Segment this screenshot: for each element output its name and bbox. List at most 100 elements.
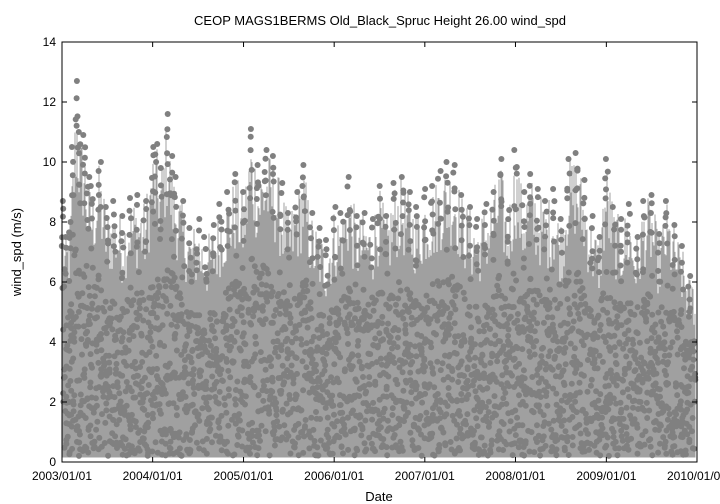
data-peak [171, 174, 180, 260]
data-peak [443, 159, 452, 253]
data-peak [572, 150, 581, 227]
data-peak [68, 144, 77, 238]
data-peak [314, 225, 324, 298]
data-peak [617, 216, 625, 285]
data-peak [186, 225, 195, 285]
data-peak [526, 171, 534, 247]
data-peak [511, 147, 520, 213]
data-peak [359, 210, 368, 293]
data-peak [157, 165, 165, 242]
data-peak [337, 210, 347, 277]
data-peak [519, 189, 528, 271]
chart-title: CEOP MAGS1BERMS Old_Black_Spruc Height 2… [194, 13, 566, 28]
y-axis-label: wind_spd (m/s) [9, 208, 24, 297]
data-peak [61, 234, 70, 329]
data-peak [110, 198, 119, 255]
data-peak [473, 216, 482, 274]
data-peak [352, 213, 361, 306]
data-peak [639, 198, 648, 276]
data-peak [253, 162, 262, 227]
data-peak [167, 153, 176, 243]
data-peak [269, 153, 277, 221]
data-peak [151, 141, 161, 227]
x-tick-label: 2004/01/01 [123, 469, 183, 483]
data-peak [95, 159, 104, 213]
x-tick-label: 2008/01/01 [485, 469, 545, 483]
data-peak [126, 195, 134, 291]
data-peak [556, 216, 565, 288]
data-peak [398, 174, 407, 238]
x-tick-label: 2009/01/01 [576, 469, 636, 483]
data-peak [178, 198, 188, 281]
data-peak [261, 147, 270, 199]
y-tick-label: 2 [49, 395, 56, 409]
data-peak [624, 201, 633, 266]
plot-frame [61, 41, 698, 463]
data-peak [344, 174, 354, 233]
data-peak [647, 192, 656, 279]
data-peak [276, 180, 286, 276]
data-peak [450, 162, 459, 252]
data-peak [594, 234, 603, 319]
y-tick-label: 6 [49, 275, 56, 289]
data-peak [609, 204, 619, 276]
x-tick-label: 2007/01/01 [395, 469, 455, 483]
data-peak [284, 210, 293, 289]
data-peak [382, 213, 391, 277]
data-peak [564, 156, 573, 229]
x-tick-label: 2005/01/01 [214, 469, 274, 483]
y-tick-label: 12 [43, 95, 57, 109]
data-peak [421, 186, 429, 244]
data-peak [458, 192, 467, 260]
data-peak [390, 180, 399, 252]
data-peak [685, 273, 694, 320]
data-peak [504, 207, 513, 267]
data-peak [481, 201, 490, 258]
y-tick-label: 0 [49, 455, 56, 469]
data-peak [201, 234, 210, 285]
data-peak [669, 222, 678, 292]
y-tick-label: 10 [43, 155, 57, 169]
data-peak [533, 186, 542, 243]
data-peak [193, 216, 203, 274]
data-peak [548, 186, 558, 273]
data-peak [231, 171, 240, 259]
data-peak [102, 204, 112, 265]
data-peak [246, 126, 255, 202]
data-peak [465, 204, 474, 283]
data-peak [306, 210, 316, 287]
data-peak [367, 216, 376, 301]
data-peak [133, 192, 142, 276]
data-peak [497, 156, 505, 210]
x-tick-label: 2010/01/01 [667, 469, 720, 483]
data-peak [405, 189, 414, 253]
data-peak [662, 198, 671, 289]
data-peak [87, 183, 96, 271]
data-points-band [60, 246, 699, 459]
data-peak [80, 132, 89, 207]
data-peak [374, 183, 384, 253]
data-peak [66, 219, 74, 315]
data-peak [541, 198, 550, 282]
data-peak [72, 78, 81, 151]
data-peak [677, 243, 687, 317]
x-axis: 2003/01/01 2004/01/01 2005/01/01 2006/01/01… [32, 42, 720, 483]
data-peak [140, 198, 150, 255]
data-peak [224, 189, 233, 249]
x-axis-label: Date [365, 489, 392, 504]
data-peak [428, 183, 437, 237]
data-peak [322, 237, 331, 289]
y-tick-label: 4 [49, 335, 56, 349]
x-tick-label: 2003/01/01 [32, 469, 92, 483]
data-peak [489, 189, 497, 263]
y-tick-label: 14 [43, 35, 57, 49]
data-peak [579, 177, 588, 243]
y-tick-label: 8 [49, 215, 56, 229]
data-peak [216, 201, 225, 253]
data-peak [330, 204, 339, 283]
y-axis: 0 2 4 6 8 10 12 14 [43, 35, 697, 469]
data-peak [632, 234, 641, 311]
data-peak [209, 222, 218, 318]
data-peak [299, 162, 308, 215]
